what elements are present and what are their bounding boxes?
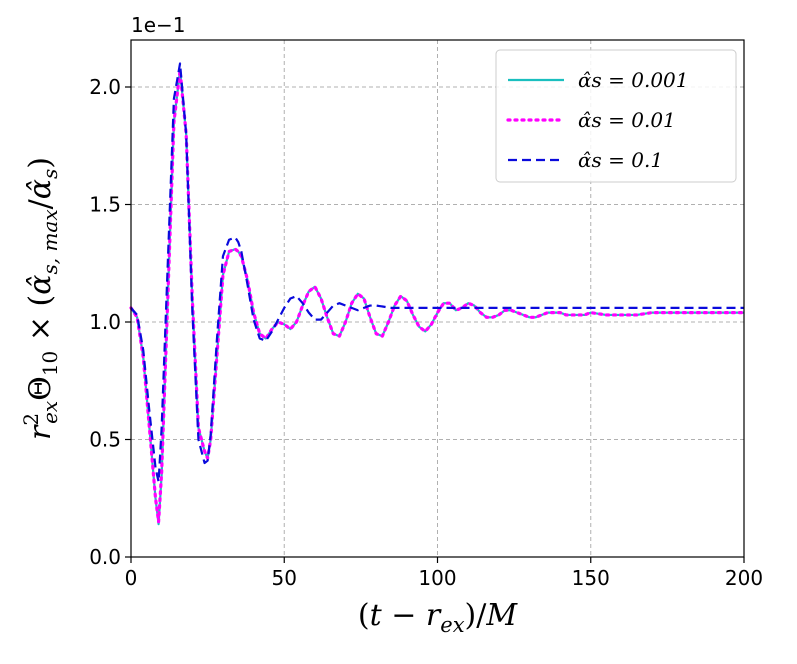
legend-label-1: α̂s = 0.01	[578, 108, 676, 132]
y-tick-label: 1.5	[89, 193, 121, 217]
ticks: 0 50 100 150 200 0.0 0.5 1.0 1.5 2.0	[89, 75, 763, 590]
y-axis-label: r2exΘ10 × (α̂s, max/α̂s)	[19, 157, 62, 440]
y-tick-label: 0.5	[89, 428, 121, 452]
x-axis-label: (t − rex)/M	[358, 598, 518, 637]
series-line-2	[130, 62, 744, 483]
y-offset-label: 1e−1	[131, 13, 186, 37]
y-tick-label: 2.0	[89, 75, 121, 99]
legend-label-0: α̂s = 0.001	[578, 68, 689, 92]
x-tick-label: 0	[125, 566, 138, 590]
legend: α̂s = 0.001 α̂s = 0.01 α̂s = 0.1	[495, 49, 737, 183]
y-tick-label: 0.0	[89, 545, 121, 569]
y-offset-exponent: −1	[156, 13, 185, 37]
y-tick-label: 1.0	[89, 310, 121, 334]
legend-box	[495, 49, 737, 183]
x-tick-label: 150	[572, 566, 610, 590]
x-tick-label: 200	[725, 566, 763, 590]
series-layer	[129, 62, 746, 526]
x-tick-label: 100	[418, 566, 456, 590]
x-tick-label: 50	[272, 566, 297, 590]
legend-label-2: α̂s = 0.1	[578, 148, 663, 172]
